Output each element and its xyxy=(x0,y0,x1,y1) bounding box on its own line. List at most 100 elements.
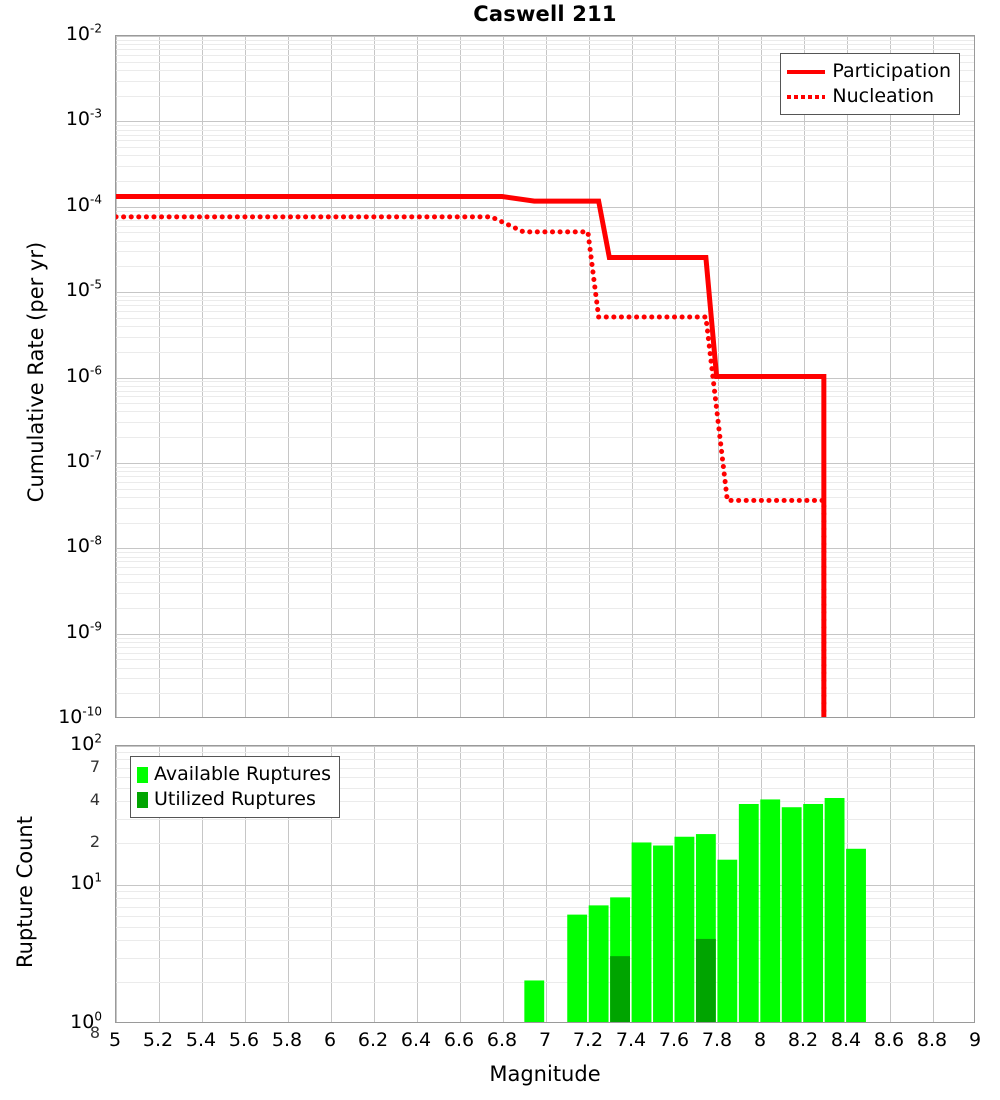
bar-utilized xyxy=(610,956,631,1022)
bar-utilized xyxy=(695,938,716,1022)
x-axis-ticks: 5 5.2 5.4 5.6 5.8 6 6.2 6.4 6.6 6.8 7 7.2 7.4 7.6 7.8 8… xyxy=(109,1029,981,1055)
x-tick-label: 8.6 xyxy=(873,1029,905,1051)
x-tick-label: 8.2 xyxy=(787,1029,819,1051)
gridline-horizontal xyxy=(116,759,974,761)
gridline-horizontal xyxy=(116,926,974,928)
y-tick-label-minor: 4 xyxy=(89,790,100,810)
gridline-horizontal xyxy=(116,637,974,639)
gridline-horizontal xyxy=(116,121,974,123)
gridline-vertical xyxy=(933,746,934,1022)
legend-label-participation: Participation xyxy=(832,60,951,82)
gridline-horizontal xyxy=(116,140,974,142)
bar-available xyxy=(524,980,545,1022)
gridline-horizontal xyxy=(116,300,974,302)
gridline-horizontal xyxy=(116,552,974,554)
gridline-horizontal xyxy=(116,292,974,294)
gridline-vertical xyxy=(589,746,590,1022)
x-tick-label: 9 xyxy=(968,1029,982,1051)
gridline-horizontal xyxy=(116,95,974,97)
gridline-horizontal xyxy=(116,206,974,208)
y-tick-label: 101 xyxy=(70,870,102,894)
x-tick-label: 6.2 xyxy=(357,1029,389,1051)
curve-participation xyxy=(116,194,827,717)
y-axis-ticks-top: 10-2 10-3 10-4 10-5 10-6 10-7 10-8 10-9 10-10 xyxy=(0,23,108,727)
gridline-horizontal xyxy=(116,125,974,127)
gridline-horizontal xyxy=(116,225,974,227)
gridline-horizontal xyxy=(116,166,974,168)
bar-available xyxy=(674,836,695,1022)
bar-available xyxy=(738,803,759,1022)
gridline-horizontal xyxy=(116,44,974,46)
gridline-vertical xyxy=(847,36,848,717)
legend-bottom: Available Ruptures Utilized Ruptures xyxy=(130,756,340,818)
bar-available xyxy=(631,842,652,1022)
gridline-horizontal xyxy=(116,940,974,942)
gridline-horizontal xyxy=(116,305,974,307)
gridline-vertical xyxy=(890,36,891,717)
gridline-vertical xyxy=(546,36,547,717)
gridline-horizontal xyxy=(116,488,974,490)
y-tick-label: 102 xyxy=(70,731,102,755)
legend-label-available-ruptures: Available Ruptures xyxy=(154,763,331,785)
gridline-horizontal xyxy=(116,556,974,558)
gridline-horizontal xyxy=(116,215,974,217)
gridline-horizontal xyxy=(116,385,974,387)
gridline-horizontal xyxy=(116,801,974,803)
gridline-horizontal xyxy=(116,746,974,747)
gridline-horizontal xyxy=(116,351,974,353)
y-tick-label-minor: 8 xyxy=(89,1023,100,1042)
gridline-horizontal xyxy=(116,481,974,483)
gridline-vertical xyxy=(503,746,504,1022)
gridline-vertical xyxy=(374,746,375,1022)
bar-available xyxy=(781,807,802,1022)
bar-utilized xyxy=(782,1022,802,1023)
x-tick-label: 8.4 xyxy=(830,1029,862,1051)
bar-available xyxy=(803,803,824,1022)
gridline-horizontal xyxy=(116,381,974,383)
gridline-horizontal xyxy=(116,311,974,313)
bar-available xyxy=(760,799,781,1022)
x-tick-label: 8 xyxy=(753,1029,767,1051)
gridline-vertical xyxy=(675,36,676,717)
gridline-horizontal xyxy=(116,818,974,820)
gridline-horizontal xyxy=(116,476,974,478)
gridline-horizontal xyxy=(116,885,974,886)
x-tick-label: 6.6 xyxy=(443,1029,475,1051)
x-tick-label: 6.4 xyxy=(400,1029,432,1051)
gridline-vertical xyxy=(632,36,633,717)
gridline-horizontal xyxy=(116,390,974,392)
gridline-horizontal xyxy=(116,607,974,609)
y-tick-label-minor: 7 xyxy=(89,756,100,776)
bar-utilized xyxy=(546,1022,566,1023)
gridline-horizontal xyxy=(116,326,974,328)
gridline-horizontal xyxy=(116,377,974,379)
gridline-horizontal xyxy=(116,134,974,136)
gridline-horizontal xyxy=(116,296,974,298)
gridline-horizontal xyxy=(116,898,974,900)
green-square-icon xyxy=(137,766,148,783)
cumulative-rate-plot: Participation Nucleation xyxy=(115,35,975,718)
gridline-horizontal xyxy=(116,317,974,319)
gridline-horizontal xyxy=(116,843,974,845)
legend-item-participation: Participation xyxy=(787,59,951,84)
legend-item-nucleation: Nucleation xyxy=(787,84,951,109)
gridline-horizontal xyxy=(116,411,974,413)
gridline-horizontal xyxy=(116,155,974,157)
y-tick-label: 10-7 xyxy=(65,448,102,472)
gridline-horizontal xyxy=(116,54,974,56)
page-title: Caswell 211 xyxy=(473,2,617,26)
x-tick-label: 7.2 xyxy=(572,1029,604,1051)
gridline-horizontal xyxy=(116,982,974,984)
gridline-horizontal xyxy=(116,592,974,594)
y-tick-label: 10-2 xyxy=(65,21,102,45)
x-tick-label: 7.4 xyxy=(615,1029,647,1051)
bar-available xyxy=(653,845,673,1022)
mfd-curves xyxy=(116,194,827,717)
gridline-horizontal xyxy=(116,80,974,82)
gridline-vertical xyxy=(417,746,418,1022)
rupture-bars xyxy=(524,797,866,1023)
x-axis-title: Magnitude xyxy=(489,1062,601,1086)
solid-line-icon xyxy=(787,69,826,74)
gridline-horizontal xyxy=(116,957,974,959)
